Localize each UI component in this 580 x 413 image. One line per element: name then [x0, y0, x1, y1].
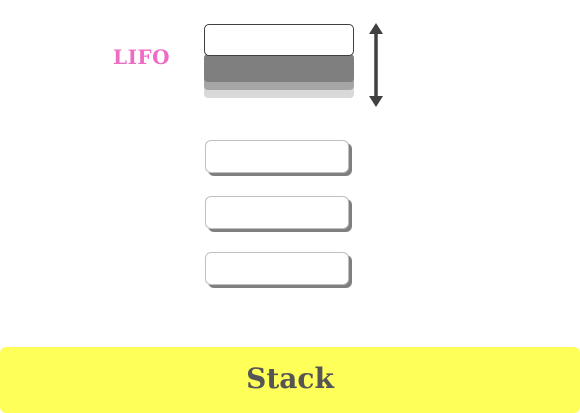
- stack-title-banner: Stack: [0, 347, 580, 413]
- lifo-label: LIFO: [113, 45, 171, 69]
- arrow-head-up: [369, 23, 383, 34]
- double-headed-vertical-arrow-icon: [369, 23, 383, 107]
- stack-item-2: [205, 196, 349, 229]
- stack-layer-2: [204, 54, 354, 82]
- stack-item-1: [205, 140, 349, 173]
- arrow-head-down: [369, 96, 383, 107]
- stack-layer-top: [204, 24, 354, 56]
- stack-title: Stack: [246, 361, 334, 395]
- stack-top-group: [204, 24, 354, 98]
- stack-item-3: [205, 252, 349, 285]
